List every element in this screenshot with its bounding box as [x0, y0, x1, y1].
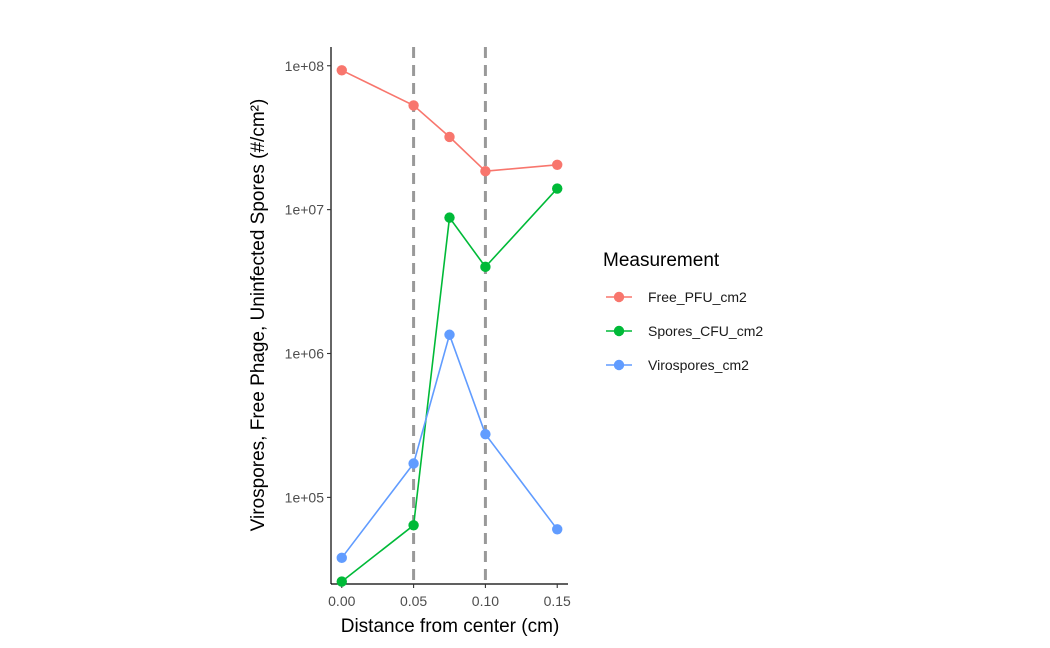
reference-lines [412, 47, 487, 584]
legend-label: Free_PFU_cm2 [648, 289, 747, 305]
series-line [341, 69, 558, 173]
legend-marker [613, 291, 625, 303]
data-point [552, 159, 563, 170]
data-point [336, 65, 347, 76]
data-point [444, 212, 455, 223]
data-point [408, 458, 419, 469]
series-line [341, 188, 558, 583]
data-point [444, 329, 455, 340]
x-tick-label: 0.00 [328, 593, 355, 609]
axes [330, 47, 568, 585]
y-tick-label: 1e+08 [285, 58, 325, 74]
data-point [480, 165, 491, 177]
y-tick-label: 1e+07 [285, 202, 325, 218]
series-Spores_CFU_cm2 [336, 183, 563, 587]
legend-marker [613, 359, 625, 371]
legend-item: Virospores_cm2 [606, 357, 749, 373]
legend-title: Measurement [603, 250, 720, 271]
series [336, 65, 563, 587]
data-point [552, 524, 563, 535]
legend-item: Spores_CFU_cm2 [606, 323, 763, 339]
data-point [336, 552, 347, 564]
data-point [444, 131, 455, 143]
series-Free_PFU_cm2 [336, 65, 563, 177]
legend-item: Free_PFU_cm2 [606, 289, 747, 305]
x-tick-label: 0.05 [400, 593, 427, 609]
data-point [480, 261, 491, 273]
x-tick-label: 0.15 [544, 593, 571, 609]
series-line [341, 332, 558, 559]
y-tick-label: 1e+06 [285, 346, 325, 362]
series-Virospores_cm2 [336, 329, 563, 564]
data-point [336, 576, 347, 587]
y-axis-title: Virospores, Free Phage, Uninfected Spore… [248, 99, 269, 532]
y-tick-label: 1e+05 [285, 489, 325, 505]
x-tick-label: 0.10 [472, 593, 499, 609]
legend-marker [613, 325, 625, 337]
legend-label: Spores_CFU_cm2 [648, 323, 763, 339]
legend-label: Virospores_cm2 [648, 357, 749, 373]
data-point [408, 520, 419, 531]
x-axis-title: Distance from center (cm) [341, 616, 560, 637]
legend: Measurement Free_PFU_cm2 Spores_CFU_cm2 Vi… [603, 250, 763, 373]
data-point [408, 100, 419, 111]
data-point [552, 183, 563, 194]
ticks: 1e+05 1e+06 1e+07 1e+08 0.00 0.05 0.10 0.15 [285, 58, 571, 609]
data-point [480, 428, 491, 440]
